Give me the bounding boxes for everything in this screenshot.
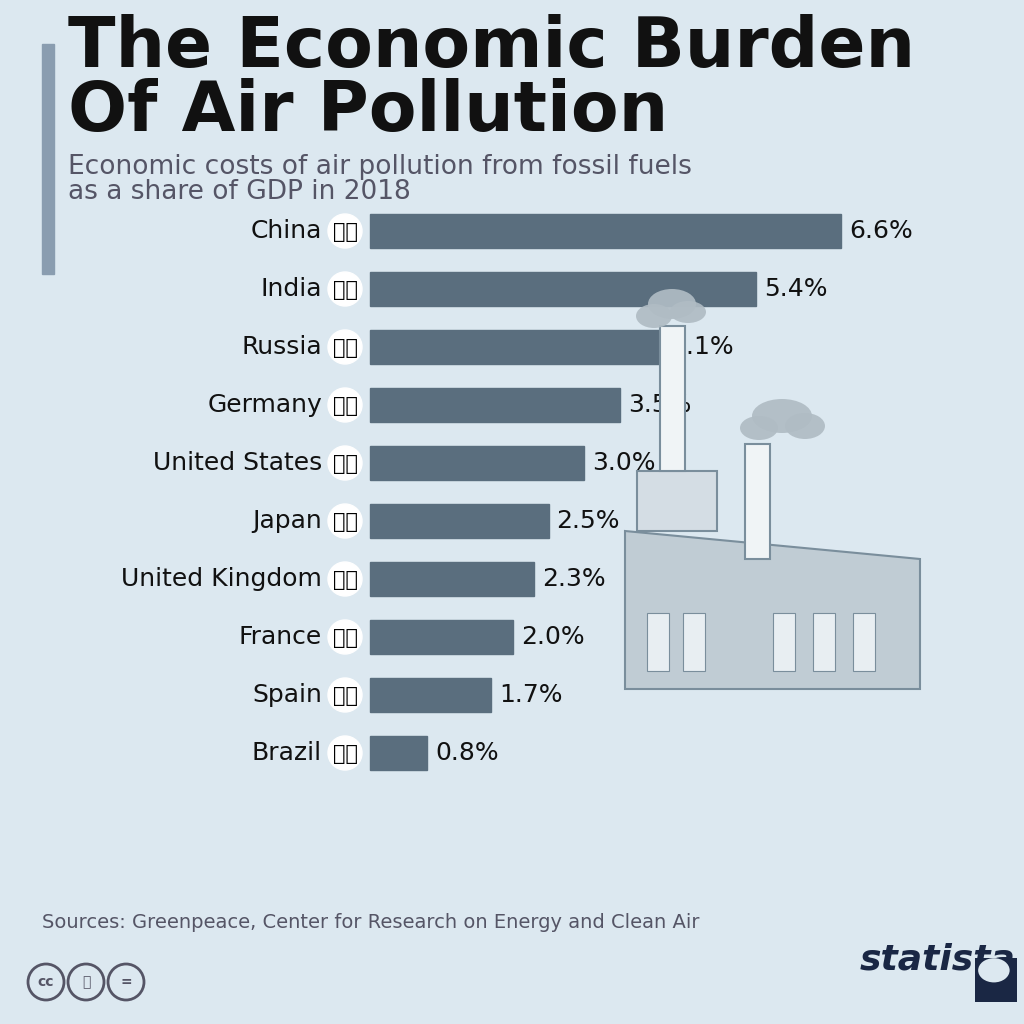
- Circle shape: [328, 272, 362, 306]
- Ellipse shape: [636, 304, 672, 328]
- Ellipse shape: [648, 289, 696, 319]
- Bar: [853, 613, 874, 671]
- Text: 4.1%: 4.1%: [671, 335, 734, 359]
- Text: 6.6%: 6.6%: [850, 219, 913, 243]
- Text: 🇬🇧: 🇬🇧: [333, 570, 357, 590]
- Text: 🇷🇺: 🇷🇺: [333, 338, 357, 358]
- Ellipse shape: [740, 416, 778, 440]
- Text: Japan: Japan: [252, 509, 322, 534]
- Text: France: France: [239, 625, 322, 649]
- Bar: [745, 444, 770, 559]
- Ellipse shape: [785, 413, 825, 439]
- Bar: [370, 562, 535, 596]
- Circle shape: [328, 736, 362, 770]
- Text: Economic costs of air pollution from fossil fuels: Economic costs of air pollution from fos…: [68, 154, 692, 180]
- Bar: [42, 44, 54, 274]
- Text: 3.0%: 3.0%: [592, 451, 655, 475]
- Bar: [647, 613, 669, 671]
- Text: Brazil: Brazil: [252, 741, 322, 765]
- Bar: [773, 613, 795, 671]
- Text: cc: cc: [38, 975, 54, 989]
- Text: Spain: Spain: [252, 683, 322, 707]
- Text: 0.8%: 0.8%: [435, 741, 499, 765]
- Text: Of Air Pollution: Of Air Pollution: [68, 78, 668, 145]
- Text: 🇩🇪: 🇩🇪: [333, 396, 357, 416]
- Circle shape: [328, 214, 362, 248]
- Text: 🇨🇳: 🇨🇳: [333, 222, 357, 242]
- Text: 🇧🇷: 🇧🇷: [333, 744, 357, 764]
- Bar: [370, 214, 842, 248]
- Text: The Economic Burden: The Economic Burden: [68, 14, 915, 81]
- Text: Russia: Russia: [242, 335, 322, 359]
- Text: India: India: [260, 278, 322, 301]
- Text: 1.7%: 1.7%: [500, 683, 563, 707]
- Bar: [683, 613, 705, 671]
- Text: 3.5%: 3.5%: [628, 393, 691, 417]
- Circle shape: [328, 562, 362, 596]
- Ellipse shape: [670, 301, 706, 323]
- Bar: [370, 620, 513, 654]
- Text: 2.5%: 2.5%: [557, 509, 621, 534]
- Text: 5.4%: 5.4%: [764, 278, 827, 301]
- Circle shape: [328, 330, 362, 364]
- Text: 🇪🇸: 🇪🇸: [333, 686, 357, 706]
- Text: Sources: Greenpeace, Center for Research on Energy and Clean Air: Sources: Greenpeace, Center for Research…: [42, 913, 699, 932]
- Bar: [637, 471, 717, 531]
- Circle shape: [328, 388, 362, 422]
- Bar: [370, 330, 663, 364]
- Text: 🇯🇵: 🇯🇵: [333, 512, 357, 532]
- Text: China: China: [251, 219, 322, 243]
- Bar: [370, 272, 756, 306]
- Bar: [660, 326, 685, 471]
- Text: ⓘ: ⓘ: [82, 975, 90, 989]
- Ellipse shape: [978, 958, 1010, 982]
- Bar: [370, 736, 427, 770]
- Circle shape: [328, 678, 362, 712]
- Text: =: =: [120, 975, 132, 989]
- Bar: [370, 446, 585, 480]
- Text: 🇺🇸: 🇺🇸: [333, 454, 357, 474]
- Polygon shape: [625, 531, 920, 689]
- Circle shape: [328, 446, 362, 480]
- Bar: [370, 504, 549, 538]
- Text: 2.3%: 2.3%: [543, 567, 606, 591]
- Text: United States: United States: [153, 451, 322, 475]
- Text: statista: statista: [860, 942, 1016, 976]
- Text: 🇮🇳: 🇮🇳: [333, 280, 357, 300]
- Bar: [975, 958, 1017, 1002]
- Bar: [370, 388, 620, 422]
- Text: United Kingdom: United Kingdom: [121, 567, 322, 591]
- Text: 2.0%: 2.0%: [521, 625, 585, 649]
- Ellipse shape: [752, 399, 812, 433]
- Circle shape: [328, 620, 362, 654]
- Text: 🇫🇷: 🇫🇷: [333, 628, 357, 648]
- Text: Germany: Germany: [207, 393, 322, 417]
- Text: as a share of GDP in 2018: as a share of GDP in 2018: [68, 179, 411, 205]
- Bar: [370, 678, 492, 712]
- Circle shape: [328, 504, 362, 538]
- Bar: [813, 613, 835, 671]
